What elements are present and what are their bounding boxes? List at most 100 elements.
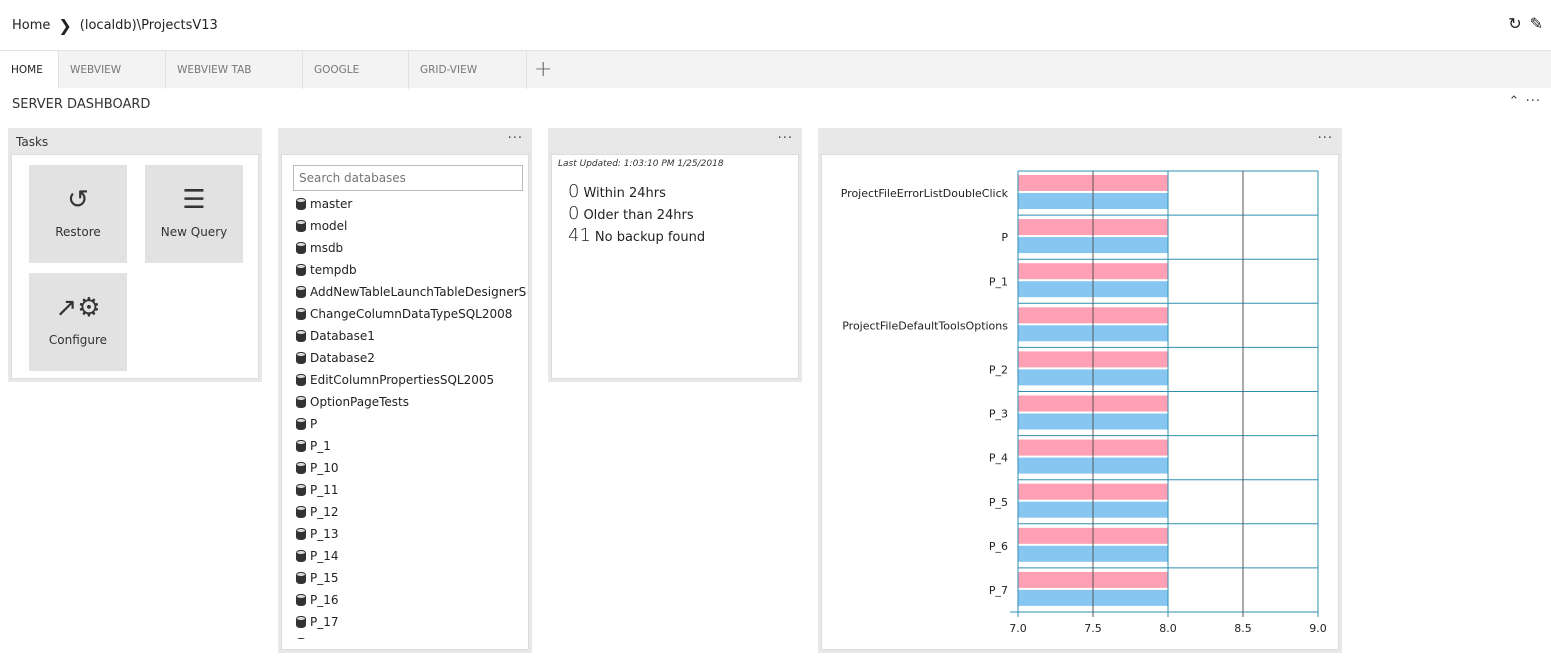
database-icon <box>296 572 306 584</box>
database-icon <box>296 330 306 342</box>
database-item[interactable]: master <box>296 193 526 215</box>
database-item[interactable]: tempdb <box>296 259 526 281</box>
configure-button[interactable]: ↗⚙ Configure <box>29 273 127 371</box>
add-tab-icon[interactable]: + <box>534 57 553 82</box>
backup-widget: ··· Last Updated: 1:03:10 PM 1/25/2018 0… <box>548 128 802 382</box>
database-icon <box>296 462 306 474</box>
database-item[interactable]: P_10 <box>296 457 526 479</box>
restore-label: Restore <box>55 225 101 239</box>
database-name: model <box>310 219 348 233</box>
tick-label: 8.0 <box>1159 622 1177 635</box>
category-label: P_4 <box>989 452 1008 465</box>
category-label: P_3 <box>989 408 1008 421</box>
database-name: P_12 <box>310 505 339 519</box>
database-icon <box>296 484 306 496</box>
database-name: Database2 <box>310 351 375 365</box>
database-name: P_18 <box>310 633 339 639</box>
configure-icon: ↗⚙ <box>55 293 101 323</box>
database-icon <box>296 396 306 408</box>
chevron-right-icon: ❯ <box>58 16 72 35</box>
database-item[interactable]: P <box>296 413 526 435</box>
more-icon[interactable]: ··· <box>1525 94 1541 109</box>
tab-webview[interactable]: WEBVIEW <box>59 51 166 89</box>
bar-chart: ProjectFileErrorListDoubleClick P P_1 Proje… <box>841 170 1327 635</box>
database-item[interactable]: P_12 <box>296 501 526 523</box>
category-label: P_5 <box>989 496 1008 509</box>
category-label: P_6 <box>989 540 1008 553</box>
backup-stat: 0 Within 24hrs <box>568 181 666 202</box>
database-item[interactable]: msdb <box>296 237 526 259</box>
restore-button[interactable]: ↺ Restore <box>29 165 127 263</box>
database-name: ChangeColumnDataTypeSQL2008 <box>310 307 513 321</box>
database-item[interactable]: EditColumnPropertiesSQL2005 <box>296 369 526 391</box>
database-item[interactable]: P_17 <box>296 611 526 633</box>
database-item[interactable]: P_15 <box>296 567 526 589</box>
database-name: EditColumnPropertiesSQL2005 <box>310 373 495 387</box>
database-item[interactable]: P_16 <box>296 589 526 611</box>
new-query-icon: ☰ <box>182 185 206 215</box>
tab-google[interactable]: GOOGLE <box>303 51 409 89</box>
database-name: P_16 <box>310 593 339 607</box>
database-name: AddNewTableLaunchTableDesignerS <box>310 285 526 299</box>
database-name: P_13 <box>310 527 339 541</box>
database-name: P_15 <box>310 571 339 585</box>
edit-icon[interactable]: ✎ <box>1529 14 1543 33</box>
tick-label: 8.5 <box>1234 622 1252 635</box>
database-icon <box>296 352 306 364</box>
breadcrumb-home[interactable]: Home <box>12 18 51 33</box>
more-icon[interactable]: ··· <box>1317 131 1333 146</box>
category-label: P_1 <box>989 275 1008 288</box>
database-item[interactable]: Database2 <box>296 347 526 369</box>
database-item[interactable]: P_13 <box>296 523 526 545</box>
database-item[interactable]: P_11 <box>296 479 526 501</box>
database-list: master model msdb tempdb AddNewTableLaunchTa… <box>296 193 526 639</box>
tab-bar: HOME WEBVIEW WEBVIEW TAB GOOGLE GRID-VIE… <box>0 50 1551 89</box>
last-updated: Last Updated: 1:03:10 PM 1/25/2018 <box>558 159 724 169</box>
tab-home[interactable]: HOME <box>0 51 59 89</box>
refresh-icon[interactable]: ↻ <box>1508 14 1522 33</box>
database-icon <box>296 286 306 298</box>
tick-label: 9.0 <box>1309 622 1327 635</box>
databases-widget: ··· master model msdb tempdb AddNewTableLaun… <box>278 128 532 653</box>
category-label: P <box>1001 231 1008 244</box>
more-icon[interactable]: ··· <box>777 131 793 146</box>
database-icon <box>296 198 306 210</box>
database-name: msdb <box>310 241 344 255</box>
database-item[interactable]: model <box>296 215 526 237</box>
database-item[interactable]: Database1 <box>296 325 526 347</box>
database-icon <box>296 528 306 540</box>
database-name: P_10 <box>310 461 339 475</box>
database-name: P_17 <box>310 615 339 629</box>
database-item[interactable]: ChangeColumnDataTypeSQL2008 <box>296 303 526 325</box>
database-item[interactable]: OptionPageTests <box>296 391 526 413</box>
database-icon <box>296 594 306 606</box>
category-label: P_2 <box>989 363 1008 376</box>
database-icon <box>296 308 306 320</box>
database-name: P_1 <box>310 439 331 453</box>
database-name: Database1 <box>310 329 375 343</box>
database-item[interactable]: P_1 <box>296 435 526 457</box>
new-query-button[interactable]: ☰ New Query <box>145 165 243 263</box>
database-name: tempdb <box>310 263 357 277</box>
database-item[interactable]: P_18 <box>296 633 526 639</box>
tab-grid-view[interactable]: GRID-VIEW <box>409 51 527 89</box>
category-label: ProjectFileDefaultToolsOptions <box>842 319 1008 332</box>
database-icon <box>296 616 306 628</box>
database-item[interactable]: P_14 <box>296 545 526 567</box>
dashboard-title: SERVER DASHBOARD <box>12 97 151 112</box>
database-icon <box>296 638 306 639</box>
database-icon <box>296 440 306 452</box>
breadcrumb: Home ❯ (localdb)\ProjectsV13 <box>12 16 218 35</box>
collapse-icon[interactable]: ⌃ <box>1508 94 1521 109</box>
search-databases-input[interactable] <box>293 165 523 191</box>
backup-stat: 0 Older than 24hrs <box>568 203 694 224</box>
database-item[interactable]: AddNewTableLaunchTableDesignerS <box>296 281 526 303</box>
database-icon <box>296 242 306 254</box>
breadcrumb-server[interactable]: (localdb)\ProjectsV13 <box>79 18 218 33</box>
tab-webview-tab[interactable]: WEBVIEW TAB <box>166 51 303 89</box>
more-icon[interactable]: ··· <box>507 131 523 146</box>
database-name: master <box>310 197 353 211</box>
database-icon <box>296 374 306 386</box>
tick-label: 7.0 <box>1009 622 1027 635</box>
database-icon <box>296 264 306 276</box>
